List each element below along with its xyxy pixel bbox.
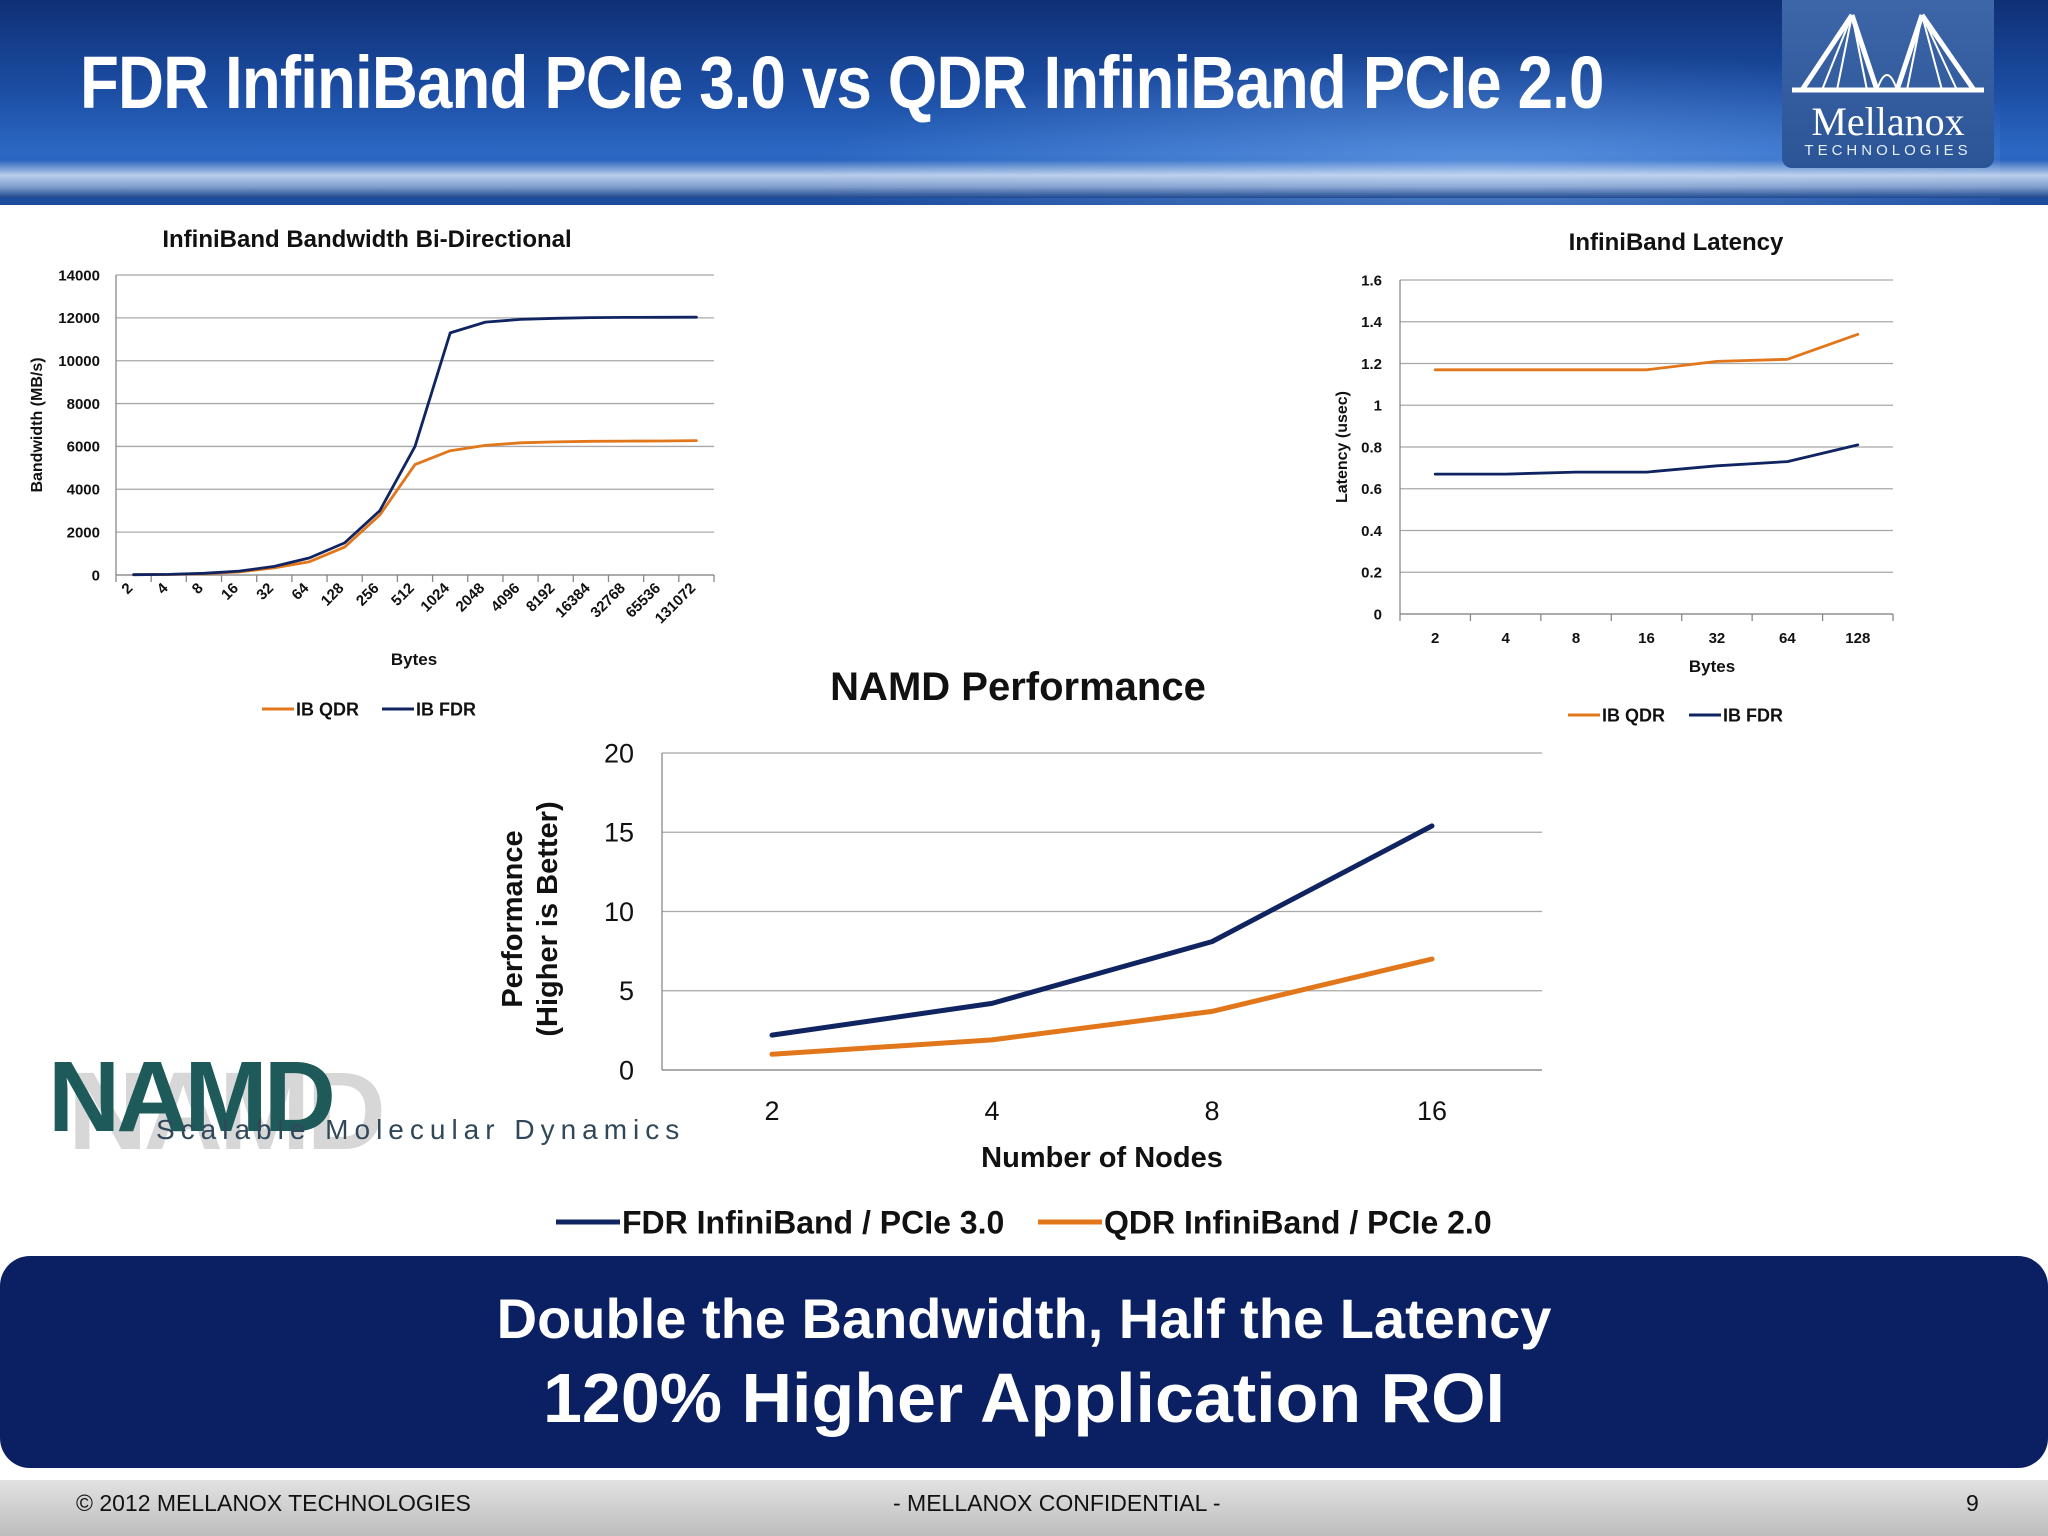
- y-tick-label: 4000: [67, 482, 100, 499]
- x-tick-label: 4: [1501, 630, 1510, 647]
- namd-logo: NAMD NAMD Scalable Molecular Dynamics: [48, 1040, 679, 1173]
- x-tick-label: 8: [1204, 1096, 1219, 1126]
- legend-label-1: IB FDR: [1723, 705, 1783, 725]
- logo-subtext: TECHNOLOGIES: [1804, 142, 1972, 159]
- series-line-0: [1433, 332, 1860, 372]
- y-tick-label: 12000: [58, 310, 100, 327]
- chart-title: InfiniBand Bandwidth Bi-Directional: [162, 226, 571, 253]
- x-tick-label: 32: [1709, 630, 1726, 647]
- y-tick-label: 10: [604, 897, 634, 927]
- x-axis-title: Bytes: [391, 650, 437, 669]
- chart-title: InfiniBand Latency: [1569, 229, 1784, 256]
- namd-logo-subtitle: Scalable Molecular Dynamics: [156, 1114, 686, 1145]
- legend-label-0: IB QDR: [296, 699, 359, 719]
- x-tick-label: 128: [1845, 630, 1870, 647]
- series-line-0: [769, 823, 1435, 1038]
- namd-logo-shadow: NAMD: [68, 1050, 386, 1173]
- y-tick-label: 0.2: [1361, 565, 1382, 582]
- slide-header: FDR InfiniBand PCIe 3.0 vs QDR InfiniBan…: [0, 0, 2048, 205]
- y-tick-label: 1.2: [1361, 356, 1382, 373]
- slide-title: FDR InfiniBand PCIe 3.0 vs QDR InfiniBan…: [80, 41, 1604, 124]
- banner-line-2: 120% Higher Application ROI: [542, 1359, 1506, 1437]
- header-streak: [0, 160, 2048, 198]
- y-tick-label: 1.4: [1361, 314, 1383, 331]
- mellanox-logo: Mellanox TECHNOLOGIES: [1782, 0, 1994, 168]
- y-axis-title: Latency (usec): [1334, 391, 1351, 503]
- y-axis-title: Bandwidth (MB/s): [29, 357, 46, 492]
- series-line-1: [132, 315, 698, 577]
- y-tick-label: 2000: [67, 524, 100, 541]
- legend-label-0: IB QDR: [1602, 705, 1665, 725]
- y-tick-label: 0: [619, 1055, 634, 1085]
- y-tick-label: 0: [1374, 606, 1382, 623]
- legend-label-1: QDR InfiniBand / PCIe 2.0: [1104, 1205, 1492, 1241]
- page-number: 9: [1966, 1490, 1979, 1516]
- x-tick-label: 4: [984, 1096, 999, 1126]
- x-axis-title: Number of Nodes: [981, 1142, 1223, 1174]
- y-axis-title-line-1: Performance: [497, 830, 529, 1007]
- y-axis-title-line-2: (Higher is Better): [532, 801, 564, 1036]
- y-tick-label: 1.6: [1361, 272, 1382, 289]
- bridge-icon: [1792, 13, 1984, 93]
- y-tick-label: 14000: [58, 267, 100, 284]
- series-line-1: [769, 956, 1435, 1057]
- logo-text: Mellanox: [1811, 99, 1965, 144]
- y-tick-label: 6000: [67, 439, 100, 456]
- y-tick-label: 8000: [67, 396, 100, 413]
- x-tick-label: 16: [1417, 1096, 1447, 1126]
- slide-footer: © 2012 MELLANOX TECHNOLOGIES - MELLANOX …: [0, 1480, 2048, 1536]
- x-tick-label: 64: [1779, 630, 1796, 647]
- legend-label-0: FDR InfiniBand / PCIe 3.0: [622, 1205, 1004, 1241]
- y-tick-label: 15: [604, 818, 634, 848]
- y-tick-label: 0: [92, 567, 100, 584]
- banner-line-1: Double the Bandwidth, Half the Latency: [496, 1287, 1552, 1350]
- y-tick-label: 5: [619, 976, 634, 1006]
- y-tick-label: 10000: [58, 353, 100, 370]
- y-tick-label: 0.6: [1361, 481, 1382, 498]
- y-tick-label: 0.8: [1361, 439, 1382, 456]
- summary-banner: Double the Bandwidth, Half the Latency 1…: [0, 1256, 2048, 1468]
- y-tick-label: 1: [1374, 398, 1382, 415]
- x-axis-title: Bytes: [1689, 657, 1735, 676]
- legend-label-1: IB FDR: [416, 699, 476, 719]
- x-tick-label: 16: [1638, 630, 1655, 647]
- y-tick-label: 20: [604, 738, 634, 768]
- chart-title: NAMD Performance: [830, 665, 1206, 709]
- series-line-1: [1433, 443, 1860, 476]
- x-tick-label: 8: [1572, 630, 1580, 647]
- x-tick-label: 2: [764, 1096, 779, 1126]
- y-tick-label: 0.4: [1361, 523, 1383, 540]
- x-tick-label: 2: [1431, 630, 1439, 647]
- namd-logo-text: NAMD: [48, 1041, 336, 1153]
- footer-confidential: - MELLANOX CONFIDENTIAL -: [893, 1490, 1221, 1516]
- footer-copyright: © 2012 MELLANOX TECHNOLOGIES: [76, 1490, 471, 1516]
